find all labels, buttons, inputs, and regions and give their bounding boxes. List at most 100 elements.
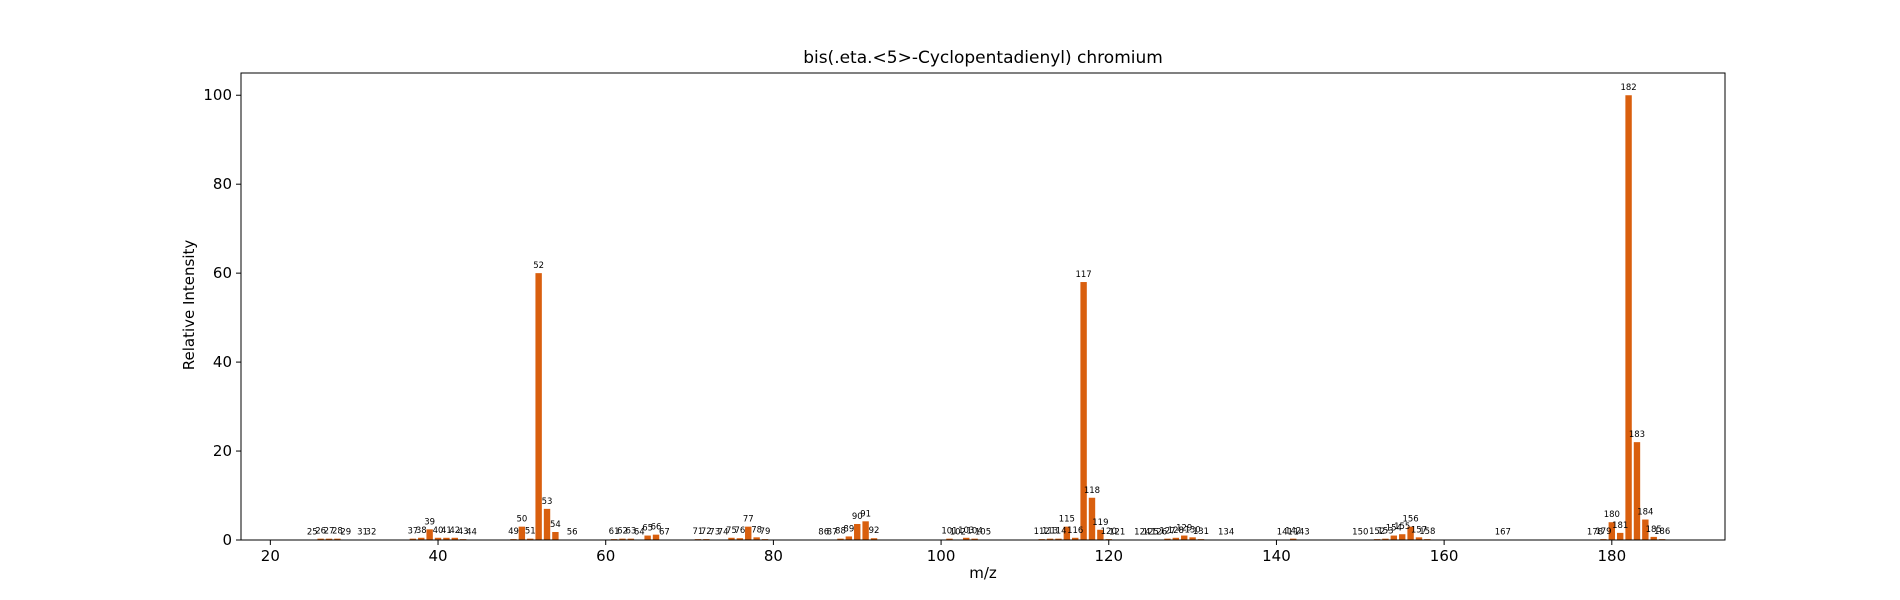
peak-label: 91 bbox=[860, 509, 871, 519]
peak-bar bbox=[837, 538, 844, 540]
peak-label: 116 bbox=[1067, 526, 1083, 536]
peak-label: 32 bbox=[366, 528, 377, 538]
x-tick-label: 40 bbox=[428, 547, 447, 565]
x-tick-label: 180 bbox=[1597, 547, 1626, 565]
peak-label: 56 bbox=[567, 528, 578, 538]
peak-bar bbox=[1290, 538, 1297, 540]
peak-bar bbox=[451, 537, 458, 540]
peak-label: 114 bbox=[1050, 527, 1066, 537]
peak-bar bbox=[753, 537, 760, 540]
peak-bar bbox=[1625, 95, 1632, 541]
peak-bar bbox=[1617, 532, 1624, 540]
peak-label: 86 bbox=[818, 528, 829, 538]
peak-label: 38 bbox=[416, 526, 427, 536]
peak-label: 179 bbox=[1595, 527, 1611, 537]
peak-label: 143 bbox=[1293, 528, 1309, 538]
peak-label: 73 bbox=[709, 528, 720, 538]
peak-label: 44 bbox=[466, 528, 477, 538]
peak-label: 124 bbox=[1134, 528, 1150, 538]
peak-label: 50 bbox=[516, 515, 527, 525]
bars-layer bbox=[309, 95, 1666, 541]
peak-bar bbox=[535, 273, 542, 540]
peak-label: 90 bbox=[852, 512, 863, 522]
peak-label: 72 bbox=[701, 527, 712, 537]
peak-label: 42 bbox=[449, 526, 460, 536]
peak-bar bbox=[946, 538, 953, 540]
peak-label: 76 bbox=[734, 526, 745, 536]
peak-bar bbox=[552, 531, 559, 540]
x-tick-label: 160 bbox=[1430, 547, 1459, 565]
peak-label: 156 bbox=[1402, 515, 1418, 525]
peak-label: 63 bbox=[625, 527, 636, 537]
peak-label: 26 bbox=[315, 527, 326, 537]
chart-title: bis(.eta.<5>-Cyclopentadienyl) chromium bbox=[803, 48, 1163, 68]
peak-label: 183 bbox=[1629, 430, 1645, 440]
peak-label: 29 bbox=[340, 528, 351, 538]
peak-bar bbox=[409, 538, 417, 540]
peak-bar bbox=[1633, 442, 1641, 540]
peak-bar bbox=[434, 537, 442, 540]
peak-label: 167 bbox=[1495, 528, 1511, 538]
peak-bar bbox=[317, 538, 324, 540]
peak-label: 130 bbox=[1184, 525, 1200, 535]
peak-label: 52 bbox=[533, 261, 544, 271]
peak-label: 65 bbox=[642, 524, 653, 534]
peak-label: 113 bbox=[1042, 527, 1058, 537]
x-tick-label: 140 bbox=[1262, 547, 1291, 565]
peak-label: 92 bbox=[869, 526, 880, 536]
x-axis-label: m/z bbox=[969, 564, 997, 582]
peak-label: 75 bbox=[726, 526, 737, 536]
peak-label: 126 bbox=[1151, 528, 1167, 538]
peak-label: 128 bbox=[1168, 526, 1184, 536]
x-axis: 20 40 60 80 100 120 140 160 180 bbox=[261, 540, 1626, 565]
peak-label: 117 bbox=[1075, 270, 1091, 280]
peak-label: 186 bbox=[1654, 527, 1670, 537]
peak-bar bbox=[1399, 534, 1406, 540]
x-tick-label: 80 bbox=[764, 547, 783, 565]
peak-bar bbox=[1072, 537, 1079, 540]
peak-label: 77 bbox=[743, 515, 754, 525]
peak-label: 120 bbox=[1101, 527, 1117, 537]
peak-label: 119 bbox=[1092, 518, 1108, 528]
peak-label: 121 bbox=[1109, 528, 1125, 538]
peak-bar bbox=[728, 537, 735, 540]
peak-label: 134 bbox=[1218, 528, 1234, 538]
peak-label: 115 bbox=[1059, 515, 1075, 525]
peak-label: 67 bbox=[659, 528, 670, 538]
peak-label: 155 bbox=[1394, 522, 1410, 532]
peak-bar bbox=[543, 508, 551, 540]
peak-label: 150 bbox=[1352, 528, 1368, 538]
peak-label: 62 bbox=[617, 527, 628, 537]
peak-label: 78 bbox=[751, 525, 762, 535]
peak-bar bbox=[644, 535, 651, 540]
peak-bar bbox=[963, 537, 970, 540]
y-tick-label: 100 bbox=[203, 86, 232, 104]
peak-label: 153 bbox=[1377, 527, 1393, 537]
peak-bar bbox=[870, 538, 878, 540]
peak-bar bbox=[1172, 537, 1180, 540]
y-tick-label: 80 bbox=[213, 175, 232, 193]
peak-label: 154 bbox=[1386, 524, 1402, 534]
peak-bar bbox=[1189, 537, 1196, 540]
peak-label: 49 bbox=[508, 527, 519, 537]
peak-label: 31 bbox=[357, 528, 368, 538]
peak-bar bbox=[862, 521, 869, 540]
peak-bar bbox=[1055, 538, 1062, 540]
peak-label: 101 bbox=[941, 527, 957, 537]
y-tick-label: 40 bbox=[213, 353, 232, 371]
peak-label: 141 bbox=[1277, 528, 1293, 538]
peak-label: 64 bbox=[634, 528, 645, 538]
peak-label: 184 bbox=[1637, 508, 1653, 518]
peak-bar bbox=[745, 526, 752, 540]
peak-label: 79 bbox=[760, 527, 771, 537]
peak-label: 41 bbox=[441, 526, 452, 536]
peak-label: 142 bbox=[1285, 527, 1301, 537]
peak-bar bbox=[1407, 526, 1414, 540]
peak-bar bbox=[1080, 282, 1087, 540]
peak-label: 51 bbox=[525, 527, 536, 537]
x-tick-label: 120 bbox=[1094, 547, 1123, 565]
peak-label: 112 bbox=[1034, 527, 1050, 537]
peak-bar bbox=[1382, 538, 1389, 540]
peak-label: 104 bbox=[967, 527, 983, 537]
